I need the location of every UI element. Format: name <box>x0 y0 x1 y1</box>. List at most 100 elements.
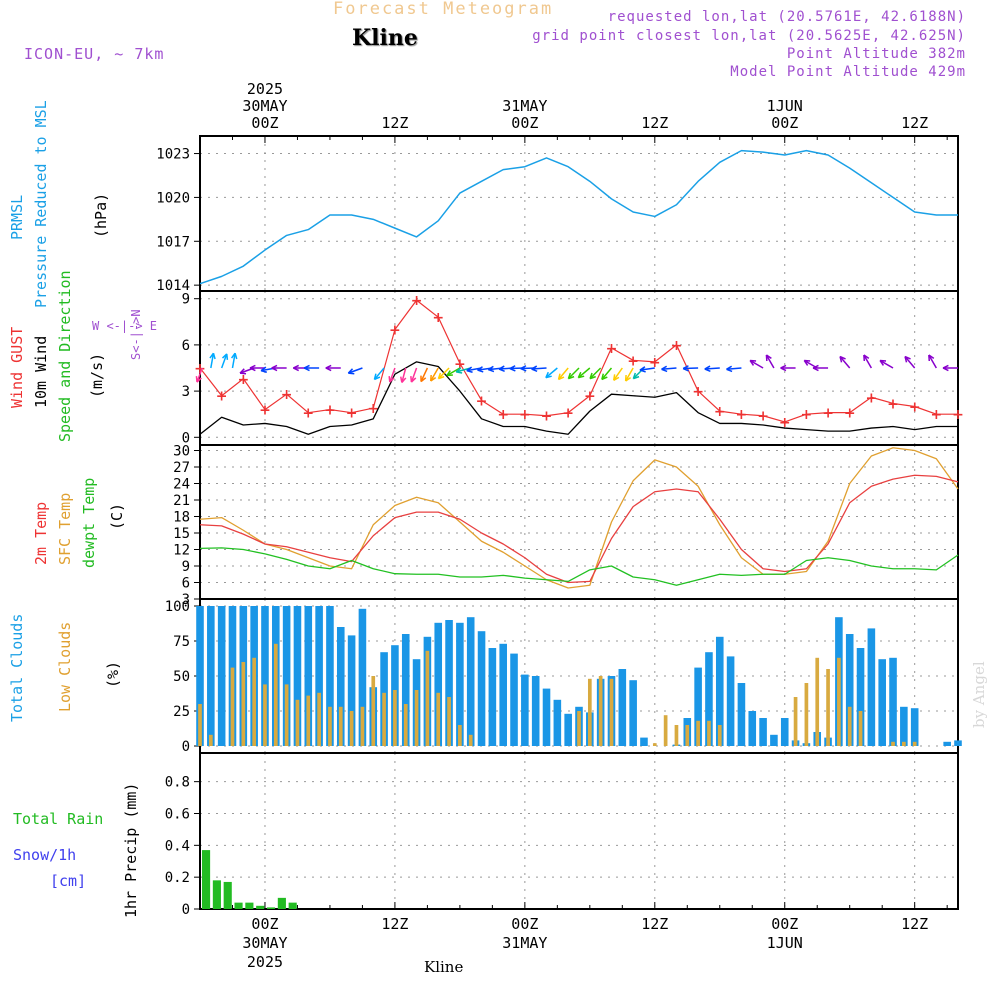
wind-arrow-head <box>325 367 332 372</box>
gust-marker: + <box>736 407 748 423</box>
y-tick-label: 0.4 <box>165 838 190 854</box>
rain-bar <box>202 850 211 909</box>
wind-arrow <box>577 367 591 379</box>
wind-arrow-shaft <box>601 367 613 380</box>
wind-arrow-head <box>509 365 516 370</box>
wind-arrow-shaft <box>661 367 677 371</box>
wind-arrow-head <box>578 375 585 379</box>
gust-marker: + <box>930 407 942 423</box>
low-cloud-bar <box>793 697 798 746</box>
low-cloud-bar <box>436 692 441 746</box>
wind-arrow-head <box>234 353 238 360</box>
wind-arrow-head <box>388 376 391 383</box>
wind-arrow <box>545 367 558 379</box>
gust-marker: + <box>671 338 683 354</box>
wind-arrow-head <box>765 354 772 360</box>
total-rain-label: Total Rain <box>13 810 104 828</box>
gust-marker: + <box>562 406 574 422</box>
total-cloud-bar <box>889 657 897 746</box>
wind-arrow <box>446 367 461 377</box>
x-tick-label-top: 00Z <box>511 114 538 132</box>
wind-arrow-shaft <box>557 367 569 380</box>
low-cloud-bar <box>912 741 917 746</box>
total-cloud-bar <box>456 622 464 746</box>
low-cloud-bar <box>414 690 419 746</box>
wind-arrow <box>303 364 320 372</box>
low-cloud-bar <box>382 692 386 746</box>
wind-arrow-head <box>531 365 538 370</box>
total-cloud-bar <box>845 634 854 746</box>
wind-arrow-head <box>558 376 565 381</box>
model-point-altitude: Model Point Altitude 429m <box>730 64 966 80</box>
low-cloud-bar <box>403 704 408 746</box>
gust-marker: + <box>584 389 596 405</box>
total-cloud-bar <box>336 627 345 746</box>
wind-arrow-shaft <box>928 354 937 369</box>
wind-arrow <box>780 364 796 372</box>
requested-coordinates: requested lon,lat (20.5761E, 42.6188N) <box>607 9 966 25</box>
wind-arrow-head <box>455 367 462 373</box>
dewpt-series-line <box>199 547 959 586</box>
model-label: ICON-EU, ~ 7km <box>24 45 165 63</box>
wind-arrow-head <box>879 360 885 366</box>
y-tick-label: 3 <box>182 592 190 608</box>
total-cloud-bar <box>347 635 356 746</box>
wind-arrow-shaft <box>348 367 363 374</box>
y-tick-label: 100 <box>165 599 190 615</box>
x-tick-label-top: 12Z <box>901 114 928 132</box>
gust-marker: + <box>757 409 769 425</box>
low-cloud-bar <box>815 657 820 746</box>
wind-arrow-head <box>226 353 229 360</box>
x-tick-label-bottom: 12Z <box>381 915 408 933</box>
y-tick-label: 1014 <box>156 278 190 294</box>
wind-arrow <box>928 354 937 369</box>
wind-arrow-shaft <box>879 359 894 369</box>
wind-arrow-head <box>520 365 527 370</box>
y-tick-label: 1017 <box>156 234 190 250</box>
total-cloud-bar <box>629 680 637 746</box>
wind-arrow <box>726 365 742 373</box>
low-cloud-bar <box>717 725 722 746</box>
x-tick-label-top: 00Z <box>251 114 278 132</box>
wind-arrow-shaft <box>639 367 655 371</box>
low-cloud-bar <box>858 711 863 746</box>
low-cloud-bar <box>707 720 711 746</box>
wind-arrow-shaft <box>863 354 873 369</box>
x-tick-label-bottom: 30MAY <box>242 934 287 952</box>
gust-marker: + <box>454 356 466 372</box>
gust-marker: + <box>519 407 531 423</box>
total-cloud-bar <box>445 620 453 746</box>
low-cloud-bar <box>847 706 852 746</box>
wind-arrow <box>325 364 341 372</box>
rain-bar <box>256 905 265 909</box>
wind-arrow-head <box>726 365 733 370</box>
wind-arrow <box>879 359 894 369</box>
wind-arrow <box>812 364 829 372</box>
total-cloud-bar <box>954 740 962 746</box>
wind-arrow-head <box>347 368 354 374</box>
x-tick-label-bottom: 00Z <box>251 915 278 933</box>
wind-arrow-head <box>271 364 278 369</box>
wind-arrow-head <box>292 364 300 369</box>
x-tick-label-bottom: 12Z <box>901 915 928 933</box>
wind-arrow-head <box>303 364 310 369</box>
x-tick-label-top: 00Z <box>771 114 798 132</box>
wind-arrow <box>410 367 418 383</box>
low-cloud-bar <box>306 695 311 746</box>
total-cloud-bar <box>943 741 951 746</box>
wind-arrow-shaft <box>437 367 450 380</box>
gust-marker: + <box>346 406 358 422</box>
total-cloud-bar <box>900 706 908 746</box>
x-tick-label-top: 12Z <box>641 114 668 132</box>
y-tick-label: 0 <box>182 739 190 755</box>
rain-bar <box>266 907 276 909</box>
wind-arrow-head <box>589 372 593 379</box>
low-cloud-bar <box>393 690 397 746</box>
wind-arrow-head <box>726 368 733 373</box>
wind-arrow-shaft <box>683 367 699 370</box>
total-cloud-bar <box>261 606 269 746</box>
wind-arrow-head <box>420 377 427 383</box>
x-tick-label-bottom: 2025 <box>247 953 283 971</box>
wind-arrow-head <box>749 360 755 366</box>
wind-arrow-head <box>249 367 256 372</box>
